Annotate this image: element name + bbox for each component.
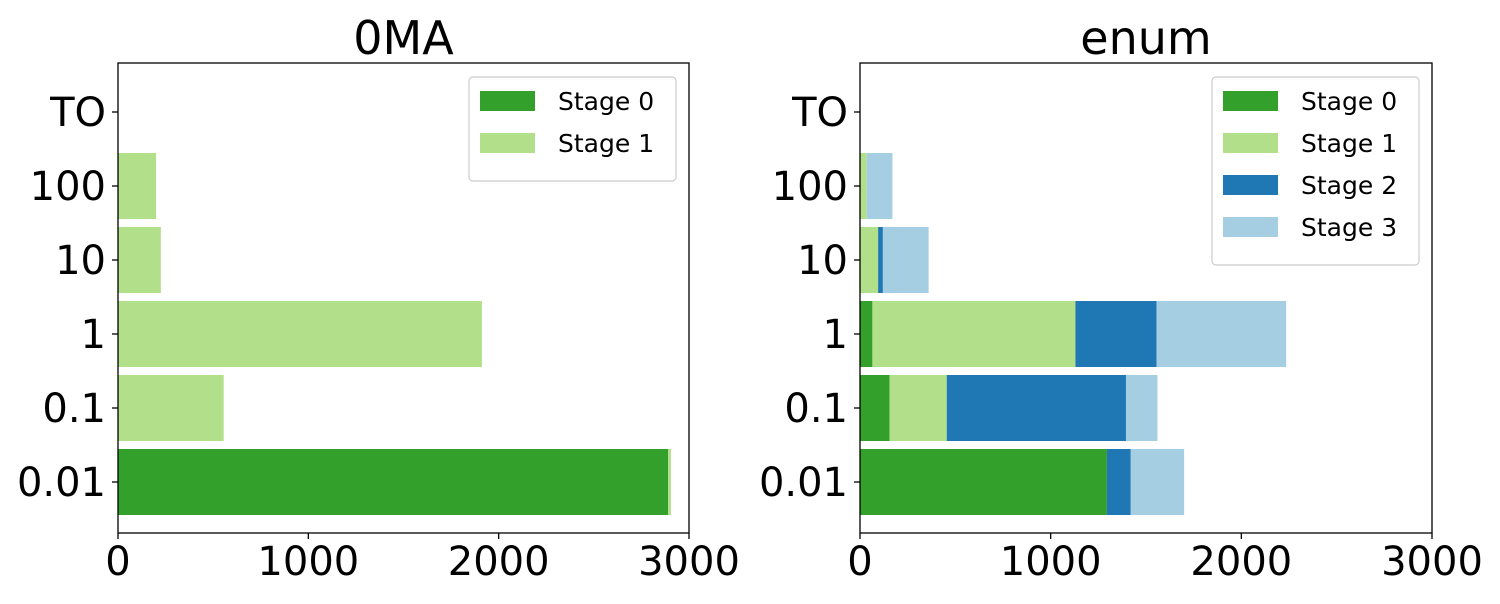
y-tick-label: 10 bbox=[55, 238, 106, 284]
bar-100-stage-3 bbox=[866, 153, 893, 219]
legend-swatch bbox=[1223, 91, 1278, 111]
bar-0.01-stage-3 bbox=[1130, 449, 1185, 515]
y-tick-label: 0.01 bbox=[759, 460, 848, 506]
x-tick-label: 1000 bbox=[1000, 539, 1102, 585]
legend-label: Stage 3 bbox=[1301, 213, 1397, 242]
y-tick-label: 0.01 bbox=[17, 460, 106, 506]
y-tick-label: 1 bbox=[823, 312, 848, 358]
legend-label: Stage 2 bbox=[1301, 171, 1397, 200]
legend-swatch bbox=[1223, 217, 1278, 237]
chart-title: 0MA bbox=[353, 11, 454, 65]
bar-10-stage-3 bbox=[882, 227, 929, 293]
bar-1-stage-1 bbox=[872, 301, 1076, 367]
bar-0.01-stage-0 bbox=[860, 449, 1107, 515]
y-tick-label: 0.1 bbox=[42, 386, 106, 432]
bar-0.1-stage-1 bbox=[889, 375, 947, 441]
bar-1-stage-0 bbox=[860, 301, 873, 367]
bar-0.1-stage-2 bbox=[946, 375, 1126, 441]
x-tick-label: 0 bbox=[847, 539, 872, 585]
bar-1-stage-3 bbox=[1156, 301, 1287, 367]
legend-label: Stage 1 bbox=[1301, 129, 1397, 158]
bar-10-stage-1 bbox=[860, 227, 879, 293]
legend-label: Stage 1 bbox=[558, 129, 654, 158]
legend-label: Stage 0 bbox=[558, 87, 654, 116]
plot-frame bbox=[117, 62, 690, 534]
legend-swatch bbox=[480, 133, 535, 153]
bar-1-stage-1 bbox=[118, 301, 482, 367]
legend-swatch bbox=[1223, 133, 1278, 153]
x-tick-label: 3000 bbox=[638, 539, 740, 585]
bar-10-stage-2 bbox=[878, 227, 883, 293]
bar-0.01-stage-2 bbox=[1106, 449, 1131, 515]
plot-frame bbox=[859, 62, 1433, 534]
y-tick-label: TO bbox=[49, 90, 106, 136]
legend-label: Stage 0 bbox=[1301, 87, 1397, 116]
x-tick-label: 1000 bbox=[257, 539, 359, 585]
y-tick-label: TO bbox=[791, 90, 848, 136]
bar-10-stage-1 bbox=[118, 227, 161, 293]
bar-0.1-stage-3 bbox=[1125, 375, 1158, 441]
bar-0.1-stage-0 bbox=[860, 375, 890, 441]
bar-1-stage-2 bbox=[1075, 301, 1157, 367]
y-tick-label: 10 bbox=[797, 238, 848, 284]
y-tick-label: 0.1 bbox=[784, 386, 848, 432]
legend-swatch bbox=[1223, 175, 1278, 195]
bar-0.01-stage-1 bbox=[668, 449, 671, 515]
bar-0.1-stage-1 bbox=[118, 375, 224, 441]
bar-100-stage-1 bbox=[118, 153, 157, 219]
bar-0.01-stage-0 bbox=[118, 449, 669, 515]
legend: Stage 0 Stage 1 bbox=[468, 76, 677, 182]
bar-100-stage-1 bbox=[860, 153, 867, 219]
chart-title: enum bbox=[1080, 11, 1211, 65]
y-tick-label: 100 bbox=[772, 164, 848, 210]
y-tick-label: 100 bbox=[30, 164, 106, 210]
legend-swatch bbox=[480, 91, 535, 111]
x-tick-label: 3000 bbox=[1381, 539, 1483, 585]
legend: Stage 0 Stage 1 Stage 2 Stage 3 bbox=[1211, 76, 1420, 266]
x-tick-label: 2000 bbox=[448, 539, 550, 585]
x-tick-label: 0 bbox=[105, 539, 130, 585]
x-tick-label: 2000 bbox=[1190, 539, 1292, 585]
y-tick-label: 1 bbox=[81, 312, 106, 358]
